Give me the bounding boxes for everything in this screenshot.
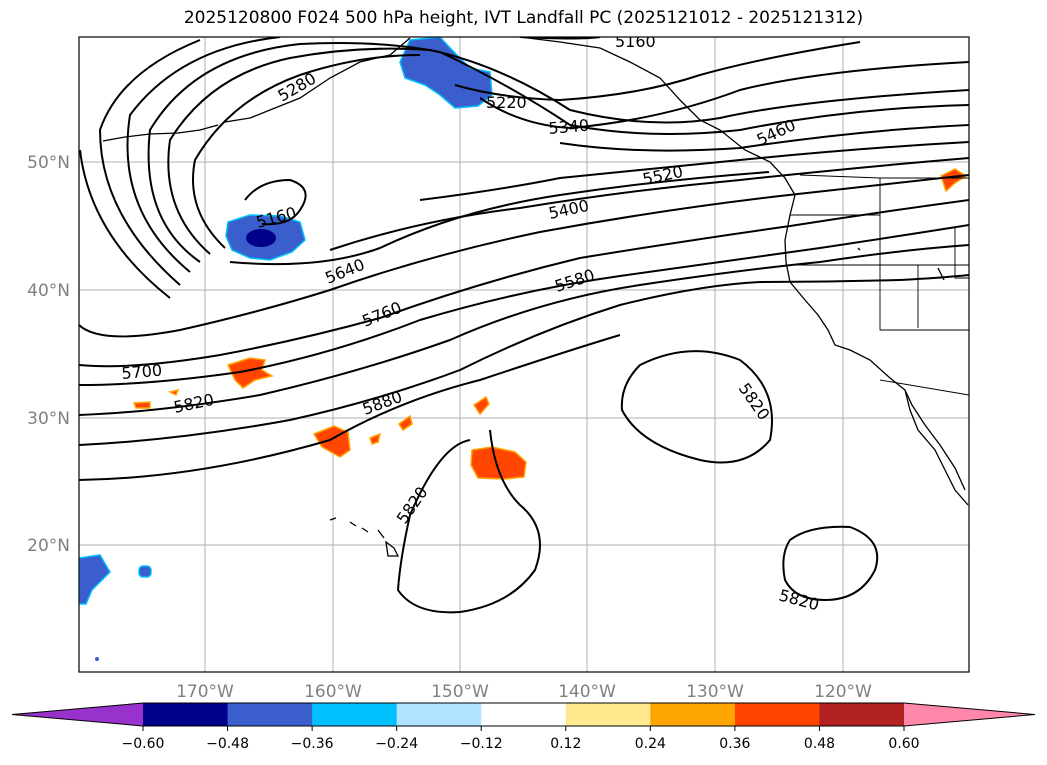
contour-5160 [454,41,861,102]
contour-label: 5220 [486,93,527,112]
colorbar-segment [819,703,905,726]
lat-label: 30°N [27,409,70,429]
lat-label: 40°N [27,281,70,301]
contour-5760b [79,274,969,446]
contour-5220 [192,54,969,249]
contour-label: 5160 [615,32,656,51]
colorbar-segment [396,703,482,726]
lat-label: 50°N [27,153,70,173]
contour-5520 [79,149,969,299]
longitude-labels: 170°W 160°W 150°W 140°W 130°W 120°W [176,682,872,702]
ivt-blob-7 [167,388,180,397]
ivt-blob-east [940,168,968,193]
colorbar-tick-label: −0.60 [122,736,165,752]
ivt-blob-4 [397,414,413,432]
graticule [79,37,969,672]
bc-coast [519,37,796,196]
map-panel: 5160 5280 5160 5220 5340 5460 5520 5400 … [79,32,969,672]
ivt-blob-west [79,554,111,605]
contour-label: 5340 [548,116,590,138]
small-island-1 [857,247,861,251]
contour-5400 [126,37,969,273]
colorbar-tick-label: 0.60 [888,736,919,752]
colorbar-segment [227,703,313,726]
contour-5160-closed [244,178,307,226]
colorbar-segment [481,703,567,726]
ivt-blob-3 [472,395,490,416]
colorbar-tick-label: −0.24 [375,736,418,752]
contour-label: 5700 [121,361,163,383]
colorbar-segment [650,703,736,726]
lon-label: 120°W [814,682,872,702]
figure-title: 2025120800 F024 500 hPa height, IVT Land… [183,8,864,28]
ivt-blob-6 [369,432,382,445]
ivt-speck [95,657,99,661]
colorbar-segment [312,703,398,726]
state-borders [786,174,969,396]
border-wy [954,228,969,279]
colorbar-tick-label: −0.48 [206,736,249,752]
colorbar-segment [734,703,820,726]
aleutian-islands [102,124,219,142]
height-contours [79,37,969,614]
map-frame [78,36,970,673]
latitude-labels: 50°N 40°N 30°N 20°N [27,153,70,556]
baja-coast [904,389,966,491]
border-nv-ca [879,265,969,331]
border-mexico [879,379,969,396]
colorbar-tick-label: 0.24 [635,736,666,752]
colorbar-tick-label: 0.48 [804,736,835,752]
contour-5820-hawaii [396,429,541,614]
colorbar-tick-label: −0.12 [460,736,503,752]
colorbar-extend-high [904,703,1035,726]
hawaii-islands [329,517,400,557]
colorbar: −0.60 −0.48 −0.36 −0.24 −0.12 0.12 0.24 0.36 0.4… [11,702,1036,752]
contour-5820-long [79,334,621,481]
contour-5820-east [782,525,879,602]
ivt-blob-small [138,565,152,578]
contour-5760 [79,244,969,416]
contour-5700 [79,224,969,386]
ivt-blob-2 [226,357,274,389]
lon-label: 130°W [686,682,744,702]
ivt-negative-shading [79,37,493,661]
ivt-blob-hawaii-ne [470,446,527,480]
contour-5640 [79,199,969,368]
ivt-blob-gulf-alaska [399,37,493,109]
lon-label: 160°W [304,682,362,702]
ivt-core-low [246,229,276,247]
lat-label: 20°N [27,536,70,556]
ivt-positive-shading [132,168,968,480]
colorbar-segment [565,703,651,726]
colorbar-tick-label: 0.36 [719,736,750,752]
colorbar-tick-label: 0.12 [550,736,581,752]
contour-5880 [620,350,773,464]
us-west-coast [784,194,969,506]
lon-label: 140°W [558,682,616,702]
contour-5400b [229,171,770,266]
lon-label: 150°W [431,682,489,702]
lon-label: 170°W [176,682,234,702]
contour-5340 [147,42,969,263]
ivt-blob-5 [132,401,151,409]
contour-5460 [98,39,969,286]
colorbar-tick-label: −0.36 [291,736,334,752]
contour-5580 [79,174,969,338]
colorbar-segment [143,703,229,726]
colorbar-extend-low [12,703,143,726]
